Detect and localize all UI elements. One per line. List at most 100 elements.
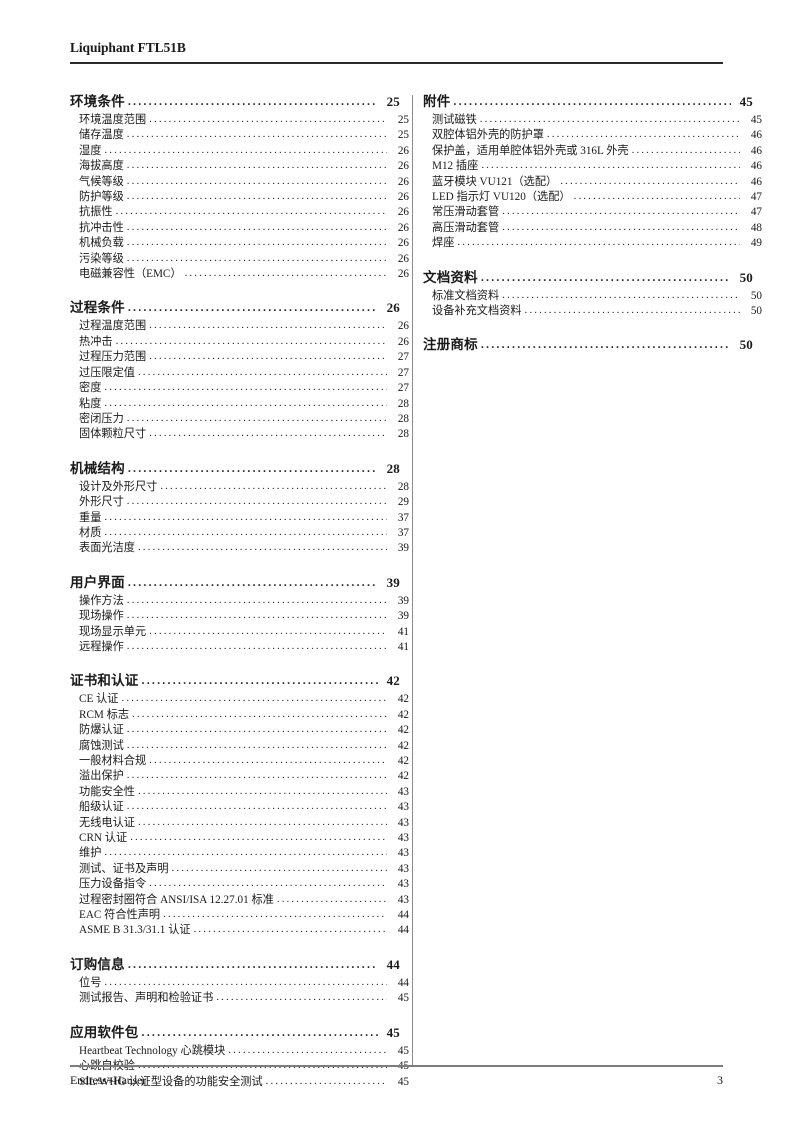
toc-entry-left-6-0[interactable]: Heartbeat Technology 心跳模块...............… [70, 1044, 409, 1059]
toc-entry-left-2-4[interactable]: 表面光洁度...................................… [70, 541, 409, 556]
toc-entry-left-4-8[interactable]: 无线电认证...................................… [70, 816, 409, 831]
leader-dots: ........................................… [126, 800, 387, 813]
toc-entry-left-3-1[interactable]: 现场操作....................................… [70, 609, 409, 624]
toc-heading-left-0[interactable]: 环境条件....................................… [70, 92, 400, 112]
toc-heading-left-2[interactable]: 机械结构....................................… [70, 459, 400, 479]
toc-entry-right-0-1[interactable]: 双腔体铝外壳的防护罩..............................… [423, 128, 762, 143]
toc-entry-right-0-6[interactable]: 常压滑动套管..................................… [423, 205, 762, 220]
toc-entry-right-0-5[interactable]: LED 指示灯 VU120（选配）.......................… [423, 190, 762, 205]
toc-entry-left-1-4[interactable]: 密度......................................… [70, 381, 409, 396]
toc-entry-left-0-8[interactable]: 机械负载....................................… [70, 236, 409, 251]
toc-entry-left-4-13-label: 过程密封圈符合 ANSI/ISA 12.27.01 标准 [79, 893, 274, 906]
toc-entry-left-4-1[interactable]: RCM 标志..................................… [70, 708, 409, 723]
toc-entry-left-0-1[interactable]: 储存温度....................................… [70, 128, 409, 143]
toc-heading-left-4[interactable]: 证书和认证...................................… [70, 671, 400, 691]
toc-entry-left-0-9[interactable]: 污染等级....................................… [70, 252, 409, 267]
toc-entry-left-0-5[interactable]: 防护等级....................................… [70, 190, 409, 205]
toc-entry-left-6-2[interactable]: SIL/WHG 认证型设备的功能安全测试....................… [70, 1075, 409, 1090]
toc-entry-left-4-7[interactable]: 船级认证....................................… [70, 800, 409, 815]
toc-entry-left-1-4-label: 密度 [79, 382, 102, 395]
toc-entry-right-1-0[interactable]: 标准文档资料..................................… [423, 289, 762, 304]
toc-heading-left-1[interactable]: 过程条件....................................… [70, 298, 400, 318]
toc-entry-left-2-0[interactable]: 设计及外形尺寸.................................… [70, 480, 409, 495]
toc-entry-left-4-9[interactable]: CRN 认证..................................… [70, 831, 409, 846]
toc-entry-left-1-0[interactable]: 过程温度范围..................................… [70, 319, 409, 334]
toc-entry-right-0-8[interactable]: 焊座......................................… [423, 236, 762, 251]
toc-entry-left-0-7[interactable]: 抗冲击性....................................… [70, 221, 409, 236]
toc-entry-right-0-7-label: 高压滑动套管 [432, 221, 500, 234]
toc-entry-right-0-2[interactable]: 保护盖，适用单腔体铝外壳或 316L 外壳...................… [423, 144, 762, 159]
toc-entry-left-1-6[interactable]: 密闭压力....................................… [70, 412, 409, 427]
toc-entry-left-4-5[interactable]: 溢出保护....................................… [70, 769, 409, 784]
page-header: Liquiphant FTL51B [70, 40, 723, 56]
toc-entry-right-1-1[interactable]: 设备补充文档资料................................… [423, 304, 762, 319]
toc-entry-left-4-0[interactable]: CE 认证...................................… [70, 692, 409, 707]
footer-brand: Endress+Hauser [70, 1073, 146, 1087]
toc-entry-left-4-12[interactable]: 压力设备指令..................................… [70, 877, 409, 892]
toc-entry-left-2-0-label: 设计及外形尺寸 [79, 480, 158, 493]
footer-divider [70, 1065, 723, 1067]
toc-heading-right-0-label: 附件 [423, 94, 451, 109]
toc-entry-left-4-2[interactable]: 防爆认证....................................… [70, 723, 409, 738]
toc-heading-left-3[interactable]: 用户界面....................................… [70, 573, 400, 593]
leader-dots: ........................................… [104, 510, 387, 523]
leader-dots: ........................................… [126, 128, 387, 141]
toc-heading-left-5[interactable]: 订购信息....................................… [70, 955, 400, 975]
toc-entry-left-0-2[interactable]: 湿度......................................… [70, 144, 409, 159]
toc-entry-left-0-1-label: 储存温度 [79, 129, 124, 142]
toc-entry-left-0-10[interactable]: 电磁兼容性（EMC）..............................… [70, 267, 409, 282]
toc-heading-right-0[interactable]: 附件......................................… [423, 92, 753, 112]
toc-entry-left-1-1[interactable]: 热冲击.....................................… [70, 335, 409, 350]
leader-dots: ........................................… [160, 479, 387, 492]
toc-entry-left-1-2[interactable]: 过程压力范围..................................… [70, 350, 409, 365]
toc-entry-left-0-3[interactable]: 海拔高度....................................… [70, 159, 409, 174]
toc-entry-left-4-10[interactable]: 维护......................................… [70, 846, 409, 861]
toc-entry-left-4-1-label: RCM 标志 [79, 708, 130, 721]
toc-entry-left-3-2[interactable]: 现场显示单元..................................… [70, 625, 409, 640]
toc-entry-left-0-4[interactable]: 气候等级....................................… [70, 175, 409, 190]
toc-heading-left-6[interactable]: 应用软件包...................................… [70, 1023, 400, 1043]
toc-entry-left-3-0[interactable]: 操作方法....................................… [70, 594, 409, 609]
toc-entry-left-4-4[interactable]: 一般材料合规..................................… [70, 754, 409, 769]
toc-entry-left-2-3-label: 材质 [79, 526, 102, 539]
toc-entry-right-0-3[interactable]: M12 插座..................................… [423, 159, 762, 174]
toc-column-left: 环境条件....................................… [70, 92, 409, 1090]
toc-entry-left-5-1-label: 测试报告、声明和检验证书 [79, 992, 214, 1005]
toc-entry-left-2-3[interactable]: 材质......................................… [70, 526, 409, 541]
toc-entry-left-0-6[interactable]: 抗振性.....................................… [70, 205, 409, 220]
toc-entry-left-0-0[interactable]: 环境温度范围..................................… [70, 113, 409, 128]
leader-dots: ........................................… [137, 365, 387, 378]
toc-entry-left-4-14[interactable]: EAC 符合性声明...............................… [70, 908, 409, 923]
toc-entry-left-3-3[interactable]: 远程操作....................................… [70, 640, 409, 655]
toc-entry-right-0-8-label: 焊座 [432, 237, 455, 250]
footer-page-number: 3 [717, 1073, 723, 1087]
toc-entry-right-0-4-page-number: 46 [750, 175, 762, 188]
toc-column-right: 附件......................................… [423, 92, 762, 356]
toc-entry-left-0-8-label: 机械负载 [79, 237, 124, 250]
toc-heading-left-3-label: 用户界面 [70, 574, 125, 590]
toc-entry-right-0-0[interactable]: 测试磁铁....................................… [423, 113, 762, 128]
toc-entry-left-6-0-label: Heartbeat Technology 心跳模块 [79, 1044, 226, 1057]
toc-heading-right-1[interactable]: 文档资料....................................… [423, 268, 753, 288]
toc-entry-left-2-1[interactable]: 外形尺寸....................................… [70, 495, 409, 510]
toc-entry-left-4-3[interactable]: 腐蚀测试....................................… [70, 739, 409, 754]
toc-heading-right-2[interactable]: 注册商标....................................… [423, 335, 753, 355]
toc-entry-left-4-11[interactable]: 测试、证书及声明................................… [70, 862, 409, 877]
toc-entry-left-0-3-label: 海拔高度 [79, 160, 124, 173]
toc-entry-left-0-5-label: 防护等级 [79, 191, 124, 204]
toc-entry-left-0-9-label: 污染等级 [79, 252, 124, 265]
toc-entry-left-4-13[interactable]: 过程密封圈符合 ANSI/ISA 12.27.01 标准............… [70, 893, 409, 908]
toc-entry-left-5-0[interactable]: 位号......................................… [70, 976, 409, 991]
toc-entry-right-0-4[interactable]: 蓝牙模块 VU121（选配）..........................… [423, 175, 762, 190]
toc-entry-left-1-7[interactable]: 固体颗粒尺寸..................................… [70, 427, 409, 442]
header-title: Liquiphant FTL51B [70, 40, 186, 55]
toc-entry-left-4-15[interactable]: ASME B 31.3/31.1 认证.....................… [70, 923, 409, 938]
toc-entry-left-1-3[interactable]: 过压限定值...................................… [70, 366, 409, 381]
toc-entry-right-0-7[interactable]: 高压滑动套管..................................… [423, 221, 762, 236]
toc-entry-left-1-5[interactable]: 粘度......................................… [70, 397, 409, 412]
toc-entry-left-2-2[interactable]: 重量......................................… [70, 511, 409, 526]
leader-dots: ........................................… [126, 639, 387, 652]
toc-entry-left-3-0-label: 操作方法 [79, 594, 124, 607]
toc-entry-left-4-6[interactable]: 功能安全性...................................… [70, 785, 409, 800]
toc-entry-left-5-1[interactable]: 测试报告、声明和检验证书............................… [70, 991, 409, 1006]
